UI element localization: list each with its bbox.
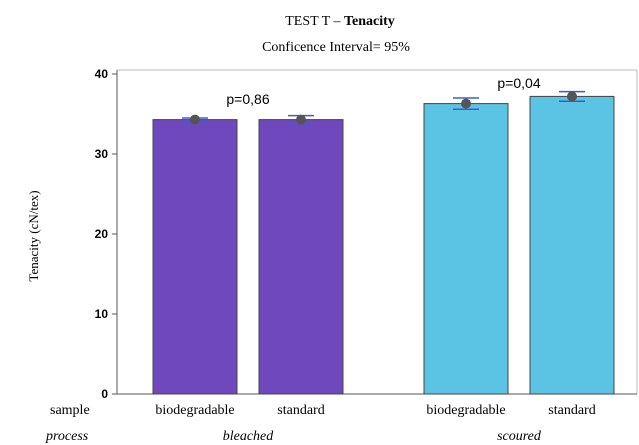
- process-label: scoured: [497, 429, 542, 444]
- y-axis-label: Tenacity (cN/tex): [26, 190, 41, 281]
- sample-label: biodegradable: [426, 403, 505, 418]
- x-labels: biodegradable standardbleachedbiodegradab…: [155, 403, 595, 444]
- chart-subtitle: Conficence Interval= 95%: [262, 40, 410, 55]
- bar: [423, 103, 509, 395]
- y-tick-label: 30: [95, 147, 109, 161]
- y-tick-label: 20: [95, 227, 109, 241]
- mean-marker: [567, 91, 577, 102]
- bar: [258, 119, 344, 395]
- mean-marker: [190, 114, 200, 125]
- y-tick-label: 0: [101, 387, 108, 401]
- y-ticks: 0 10 20 30 40: [95, 67, 117, 401]
- sample-label: standard: [548, 403, 595, 418]
- y-tick-label: 40: [95, 67, 109, 81]
- process-label: bleached: [223, 429, 275, 444]
- sample-row-label: sample: [50, 403, 90, 418]
- bar: [529, 95, 615, 395]
- process-row-label: process: [45, 429, 89, 444]
- p-value-label: p=0,04: [497, 75, 540, 91]
- bar: [152, 119, 238, 395]
- chart-title: TEST T – Tenacity: [285, 14, 395, 29]
- bars: p=0,86 p=0,04: [152, 75, 615, 395]
- sample-label: standard: [277, 403, 324, 418]
- p-value-label: p=0,86: [226, 91, 269, 107]
- mean-marker: [461, 98, 471, 109]
- sample-label: biodegradable: [155, 403, 234, 418]
- y-tick-label: 10: [95, 307, 109, 321]
- mean-marker: [296, 114, 306, 125]
